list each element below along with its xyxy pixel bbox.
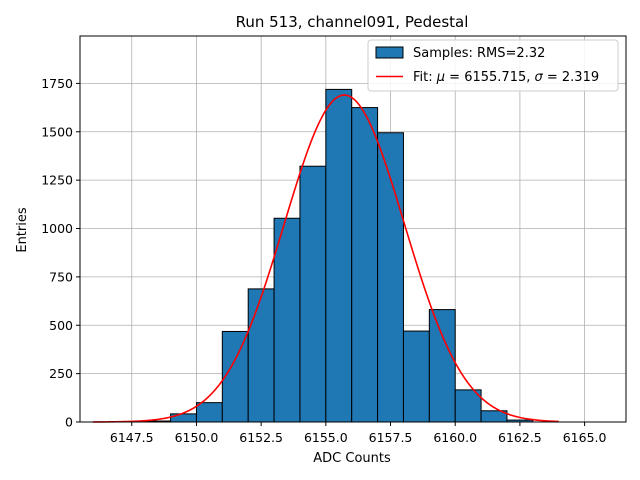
histogram-bar bbox=[273, 217, 301, 423]
y-tick-label: 250 bbox=[49, 366, 73, 381]
legend-fit-sigma-symbol: σ bbox=[535, 70, 544, 85]
y-tick-label: 750 bbox=[49, 269, 73, 284]
histogram-bar bbox=[454, 389, 482, 423]
legend-fit-part-3: = 2.319 bbox=[543, 70, 599, 85]
legend-fit-part-2: = 6155.715, bbox=[445, 70, 534, 85]
legend-label-fit: Fit: μ = 6155.715, σ = 2.319 bbox=[413, 70, 599, 85]
x-tick-label: 6152.5 bbox=[239, 430, 283, 445]
legend-fit-part-1: Fit: bbox=[413, 70, 437, 85]
x-axis-ticks: 6147.5 6150.0 6152.5 6155.0 6157.5 6160.0 6162… bbox=[110, 422, 607, 445]
histogram-bar bbox=[221, 330, 249, 423]
legend-fit-mu-symbol: μ bbox=[436, 70, 445, 85]
x-tick-label: 6160.0 bbox=[433, 430, 477, 445]
y-tick-label: 0 bbox=[65, 415, 73, 430]
chart-title: Run 513, channel091, Pedestal bbox=[236, 13, 469, 31]
histogram-bar bbox=[351, 107, 379, 423]
histogram-bar bbox=[402, 330, 430, 423]
y-axis-label: Entries bbox=[15, 207, 30, 253]
histogram-bar bbox=[325, 88, 353, 423]
histogram-bars bbox=[144, 88, 534, 423]
chart-legend: Samples: RMS=2.32 Fit: μ = 6155.715, σ =… bbox=[367, 39, 619, 92]
x-axis-label: ADC Counts bbox=[313, 451, 391, 466]
x-tick-label: 6162.5 bbox=[498, 430, 542, 445]
y-tick-label: 1500 bbox=[41, 124, 73, 139]
x-tick-label: 6147.5 bbox=[110, 430, 154, 445]
y-axis-ticks: 0 250 500 750 1000 1250 1500 1750 bbox=[41, 76, 80, 430]
legend-swatch-samples bbox=[375, 46, 404, 59]
y-tick-label: 1000 bbox=[41, 221, 73, 236]
histogram-bar bbox=[170, 413, 197, 423]
histogram-bar bbox=[299, 165, 327, 423]
histogram-bar bbox=[195, 402, 223, 423]
x-tick-label: 6155.0 bbox=[304, 430, 348, 445]
histogram-bar bbox=[428, 309, 456, 423]
histogram-bar bbox=[377, 132, 404, 423]
histogram-bar bbox=[247, 288, 275, 423]
y-tick-label: 1750 bbox=[41, 76, 73, 91]
y-tick-label: 500 bbox=[49, 318, 73, 333]
y-tick-label: 1250 bbox=[41, 173, 73, 188]
legend-box bbox=[367, 39, 619, 92]
gaussian-fit-curve bbox=[92, 94, 559, 423]
legend-label-samples: Samples: RMS=2.32 bbox=[413, 46, 545, 61]
x-tick-label: 6150.0 bbox=[175, 430, 219, 445]
x-tick-label: 6165.0 bbox=[563, 430, 607, 445]
x-tick-label: 6157.5 bbox=[369, 430, 413, 445]
fit-curve-layer bbox=[92, 94, 559, 423]
